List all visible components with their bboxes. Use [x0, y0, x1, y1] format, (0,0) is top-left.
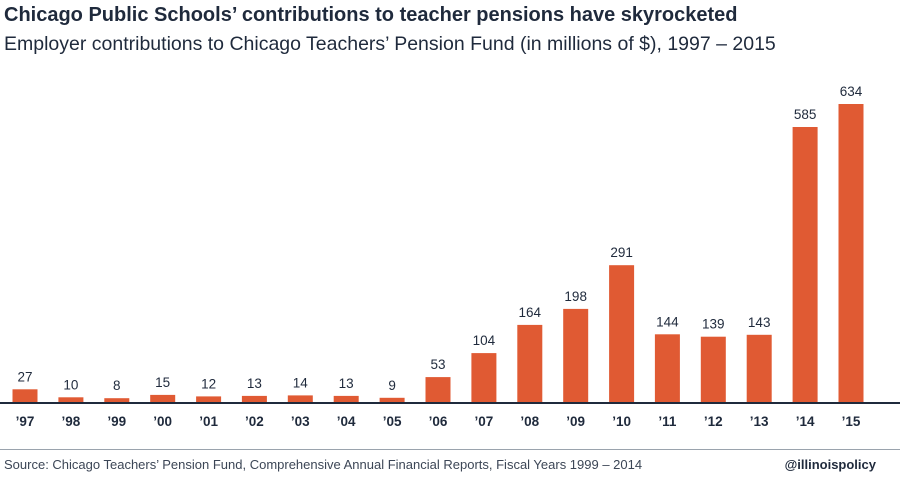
bar-14: [654, 334, 680, 402]
bar-1: [58, 397, 84, 402]
x-tick-label-10: ’07: [475, 414, 494, 429]
value-label-6: 14: [293, 375, 309, 390]
bar-11: [517, 324, 543, 402]
value-label-11: 164: [519, 305, 542, 320]
bar-5: [241, 395, 267, 402]
value-label-5: 13: [247, 376, 262, 391]
value-label-14: 144: [656, 314, 679, 329]
value-label-7: 13: [339, 376, 354, 391]
bar-12: [563, 308, 589, 402]
bar-6: [287, 395, 313, 402]
bar-0: [12, 389, 38, 402]
value-label-18: 634: [840, 84, 863, 99]
value-label-16: 143: [748, 315, 771, 330]
value-label-3: 15: [155, 375, 170, 390]
bar-9: [425, 377, 451, 402]
value-label-17: 585: [794, 107, 817, 122]
bar-17: [792, 127, 818, 402]
value-label-8: 9: [388, 378, 396, 393]
x-tick-label-3: ’00: [153, 414, 172, 429]
value-label-4: 12: [201, 376, 216, 391]
x-tick-label-9: ’06: [429, 414, 448, 429]
bar-3: [150, 394, 176, 402]
x-tick-label-4: ’01: [199, 414, 218, 429]
value-label-15: 139: [702, 317, 725, 332]
chart-subtitle: Employer contributions to Chicago Teache…: [4, 33, 776, 55]
value-label-13: 291: [610, 245, 633, 260]
bar-7: [333, 395, 359, 402]
bar-2: [104, 398, 130, 402]
x-tick-label-14: ’11: [658, 414, 677, 429]
value-label-12: 198: [564, 289, 587, 304]
footer-divider: [0, 449, 900, 450]
bar-16: [746, 334, 772, 402]
x-tick-label-6: ’03: [291, 414, 310, 429]
value-label-9: 53: [430, 357, 445, 372]
bar-13: [609, 265, 635, 402]
x-tick-label-1: ’98: [62, 414, 81, 429]
x-tick-label-12: ’09: [566, 414, 585, 429]
x-tick-label-17: ’14: [796, 414, 815, 429]
bar-10: [471, 353, 497, 402]
x-tick-label-16: ’13: [750, 414, 769, 429]
bar-4: [196, 396, 222, 402]
x-tick-label-7: ’04: [337, 414, 356, 429]
x-tick-label-15: ’12: [704, 414, 723, 429]
bar-18: [838, 104, 864, 402]
source-note: Source: Chicago Teachers’ Pension Fund, …: [4, 457, 643, 472]
value-label-2: 8: [113, 378, 121, 393]
bar-8: [379, 397, 405, 402]
social-handle: @illinoispolicy: [784, 457, 876, 472]
x-tick-label-13: ’10: [612, 414, 631, 429]
x-tick-label-0: ’97: [16, 414, 35, 429]
x-tick-label-2: ’99: [107, 414, 126, 429]
x-tick-label-18: ’15: [842, 414, 861, 429]
x-tick-label-11: ’08: [520, 414, 539, 429]
bar-15: [700, 336, 726, 402]
chart-title: Chicago Public Schools’ contributions to…: [4, 4, 738, 26]
value-label-1: 10: [63, 377, 78, 392]
x-tick-label-8: ’05: [383, 414, 402, 429]
x-tick-label-5: ’02: [245, 414, 264, 429]
bar-chart: 27 ’97 10 ’98 8 ’99 15 ’00 12 ’01 13 ’02 14 ’03 13 ’04 9…: [0, 84, 900, 429]
value-label-0: 27: [17, 369, 32, 384]
value-label-10: 104: [473, 333, 496, 348]
